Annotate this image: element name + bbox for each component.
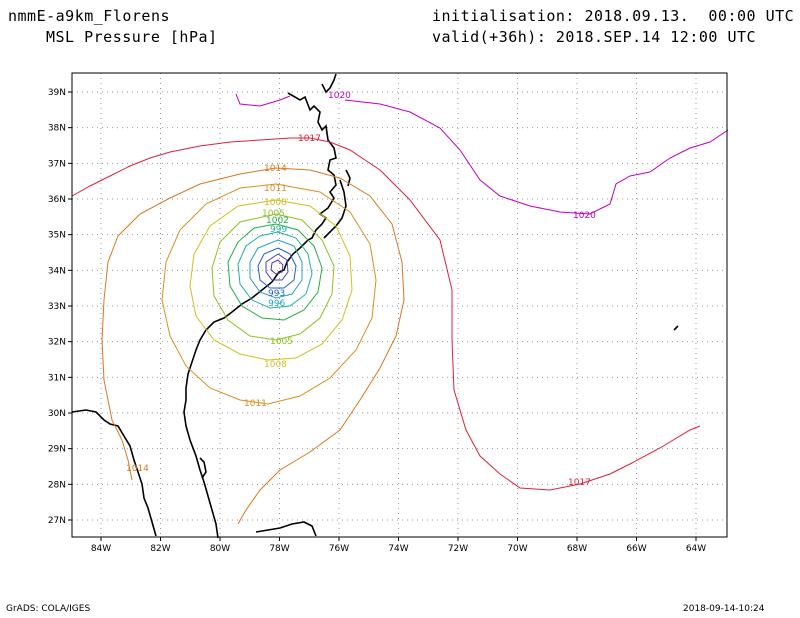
isobar-987 <box>270 259 284 275</box>
lon-tick-label: 84W <box>91 544 111 554</box>
isobar-labels: 1020 1020 1017 1017 1014 1014 1011 1011 … <box>126 91 596 488</box>
isobar-1002 <box>227 223 323 321</box>
lat-tick-label: 39N <box>48 88 66 98</box>
grid-lines <box>72 73 727 537</box>
isobar-1014 <box>101 167 405 525</box>
map-frame <box>71 72 728 538</box>
isobars <box>71 93 729 525</box>
isobar-1011 <box>161 183 377 405</box>
initialisation-time: initialisation: 2018.09.13. 00:00 UTC <box>432 7 795 25</box>
lon-tick-label: 70W <box>507 544 527 554</box>
model-title: nmmE-a9km_Florens <box>8 7 171 25</box>
lon-tick-label: 66W <box>626 544 646 554</box>
isobar-993 <box>257 247 297 289</box>
isobar-996 <box>249 239 303 299</box>
lat-tick-label: 32N <box>48 338 66 348</box>
label-993: 993 <box>268 289 285 299</box>
label-1011-b: 1011 <box>244 399 267 409</box>
label-1020-b: 1020 <box>328 91 351 101</box>
lat-tick-label: 38N <box>48 124 66 134</box>
lon-tick-label: 68W <box>567 544 587 554</box>
lat-tick-label: 36N <box>48 195 66 205</box>
label-1014-b: 1014 <box>126 464 149 474</box>
lat-tick-label: 34N <box>48 266 66 276</box>
isobar-1005 <box>211 213 335 341</box>
lon-tick-label: 82W <box>150 544 170 554</box>
label-1008-b: 1008 <box>264 360 287 370</box>
lat-tick-label: 27N <box>48 516 66 526</box>
lat-tick-label: 35N <box>48 231 66 241</box>
lon-tick-label: 78W <box>269 544 289 554</box>
lat-tick-label: 28N <box>48 480 66 490</box>
isobar-1020 <box>235 93 729 215</box>
grads-credit: GrADS: COLA/IGES <box>6 604 91 614</box>
label-1011: 1011 <box>264 184 287 194</box>
lon-tick-label: 76W <box>329 544 349 554</box>
axis-ticks <box>68 91 697 541</box>
coastline <box>71 73 679 539</box>
lon-tick-label: 80W <box>210 544 230 554</box>
label-996: 996 <box>268 299 285 309</box>
label-1005: 1005 <box>262 209 285 219</box>
valid-time: valid(+36h): 2018.SEP.14 12:00 UTC <box>432 28 757 46</box>
label-1017: 1017 <box>568 478 591 488</box>
label-1008: 1008 <box>264 198 287 208</box>
lat-tick-label: 33N <box>48 302 66 312</box>
isobar-999 <box>237 231 313 309</box>
label-1002: 1002 <box>266 216 289 226</box>
isobar-1017 <box>71 137 701 491</box>
label-1005-b: 1005 <box>270 337 293 347</box>
lat-tick-label: 30N <box>48 409 66 419</box>
field-title: MSL Pressure [hPa] <box>46 28 218 46</box>
axis-tick-labels: 39N 38N 37N 36N 35N 34N 33N 32N 31N 30N 29N 28N 27N 8… <box>48 88 706 554</box>
lat-tick-label: 29N <box>48 445 66 455</box>
lat-tick-label: 37N <box>48 159 66 169</box>
isobar-990 <box>265 253 289 281</box>
lon-tick-label: 72W <box>448 544 468 554</box>
label-1014: 1014 <box>264 164 287 174</box>
isobar-1008 <box>189 199 353 361</box>
label-999: 999 <box>270 225 287 235</box>
lon-tick-label: 74W <box>388 544 408 554</box>
label-1017-b: 1017 <box>298 134 321 144</box>
generation-timestamp: 2018-09-14-10:24 <box>683 604 765 614</box>
lat-tick-label: 31N <box>48 373 66 383</box>
label-1020: 1020 <box>573 211 596 221</box>
lon-tick-label: 64W <box>686 544 706 554</box>
